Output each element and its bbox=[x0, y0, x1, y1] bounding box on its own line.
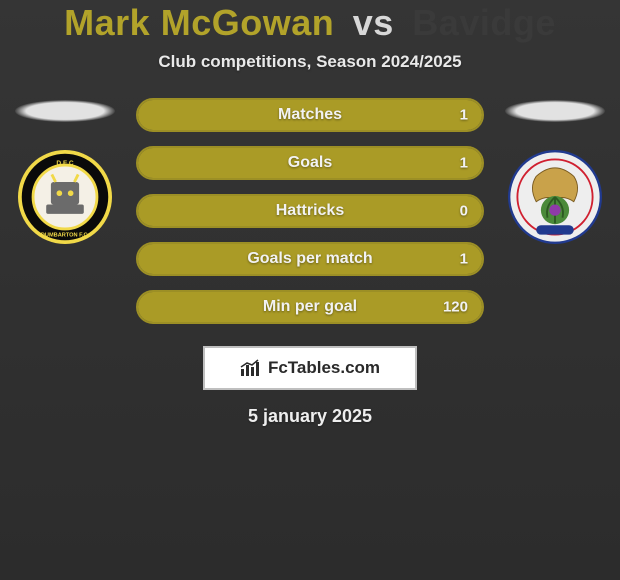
svg-text:D F C: D F C bbox=[56, 160, 73, 167]
shadow-ellipse bbox=[15, 100, 115, 122]
stat-label: Goals per match bbox=[247, 250, 372, 268]
shadow-ellipse bbox=[505, 100, 605, 122]
stat-value-right: 1 bbox=[460, 107, 468, 124]
title-vs: vs bbox=[353, 2, 394, 43]
club-badge-right bbox=[508, 150, 602, 244]
title-player-2: Bavidge bbox=[412, 2, 556, 43]
svg-text:DUMBARTON F.C.: DUMBARTON F.C. bbox=[41, 232, 90, 238]
content: Mark McGowan vs Bavidge Club competition… bbox=[0, 0, 620, 427]
stat-label: Hattricks bbox=[276, 202, 344, 220]
stat-value-right: 120 bbox=[443, 299, 468, 316]
stat-label: Matches bbox=[278, 106, 342, 124]
stat-pill: Hattricks 0 bbox=[136, 194, 484, 228]
stat-pill: Matches 1 bbox=[136, 98, 484, 132]
stat-pill: Min per goal 120 bbox=[136, 290, 484, 324]
page-title: Mark McGowan vs Bavidge bbox=[0, 2, 620, 44]
stat-value-right: 1 bbox=[460, 251, 468, 268]
club-badge-left: D F C DUMBARTON F.C. bbox=[18, 150, 112, 244]
main-row: D F C DUMBARTON F.C. Matches 1 Goals 1 Hattr… bbox=[0, 98, 620, 324]
subtitle: Club competitions, Season 2024/2025 bbox=[0, 52, 620, 72]
footer-brand-box[interactable]: FcTables.com bbox=[203, 346, 417, 390]
stat-pill: Goals 1 bbox=[136, 146, 484, 180]
footer-brand-text: FcTables.com bbox=[268, 358, 380, 378]
chart-bars-icon bbox=[240, 359, 262, 377]
stat-value-right: 0 bbox=[460, 203, 468, 220]
left-badge-column: D F C DUMBARTON F.C. bbox=[10, 98, 120, 244]
stats-list: Matches 1 Goals 1 Hattricks 0 Goals per match 1… bbox=[136, 98, 484, 324]
right-badge-column bbox=[500, 98, 610, 244]
stat-label: Goals bbox=[288, 154, 332, 172]
inverness-crest-icon bbox=[508, 150, 602, 244]
stat-label: Min per goal bbox=[263, 298, 357, 316]
dumbarton-crest-icon: D F C DUMBARTON F.C. bbox=[18, 150, 112, 244]
date-text: 5 january 2025 bbox=[0, 406, 620, 427]
stat-pill: Goals per match 1 bbox=[136, 242, 484, 276]
stat-value-right: 1 bbox=[460, 155, 468, 172]
title-player-1: Mark McGowan bbox=[64, 2, 334, 43]
